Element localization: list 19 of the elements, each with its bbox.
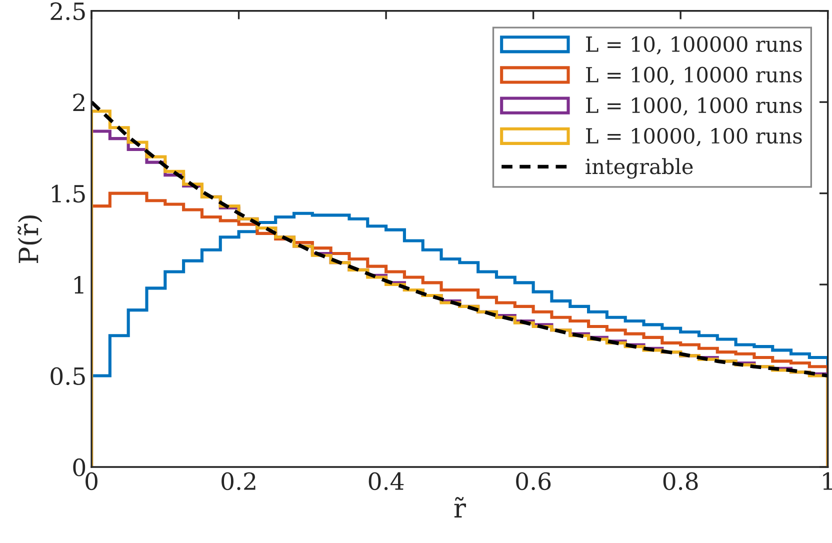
x-tick-label: 0.8 bbox=[663, 472, 698, 490]
x-tick-label: 0.2 bbox=[222, 472, 256, 490]
legend-label: L = 1000, 1000 runs bbox=[586, 97, 802, 116]
y-axis-title: P(r̃) bbox=[18, 216, 42, 263]
x-tick-label: 0.6 bbox=[516, 472, 551, 490]
y-tick-label: 1.5 bbox=[52, 184, 85, 203]
legend-label: integrable bbox=[586, 158, 693, 179]
x-axis-title: r̃ bbox=[454, 497, 466, 518]
y-tick-label: 0 bbox=[73, 458, 86, 476]
y-tick-label: 2.5 bbox=[50, 2, 85, 20]
y-tick-label: 1 bbox=[74, 276, 84, 294]
x-tick-label: 1 bbox=[823, 472, 832, 490]
x-tick-label: 0.4 bbox=[368, 472, 404, 490]
x-tick-label: 0 bbox=[86, 472, 98, 490]
y-tick-label: 0.5 bbox=[50, 367, 85, 386]
y-tick-label: 2 bbox=[73, 94, 84, 112]
legend-label: L = 100, 10000 runs bbox=[586, 66, 802, 86]
legend-label: L = 10, 100000 runs bbox=[586, 36, 802, 55]
legend-label: L = 10000, 100 runs bbox=[586, 128, 802, 146]
